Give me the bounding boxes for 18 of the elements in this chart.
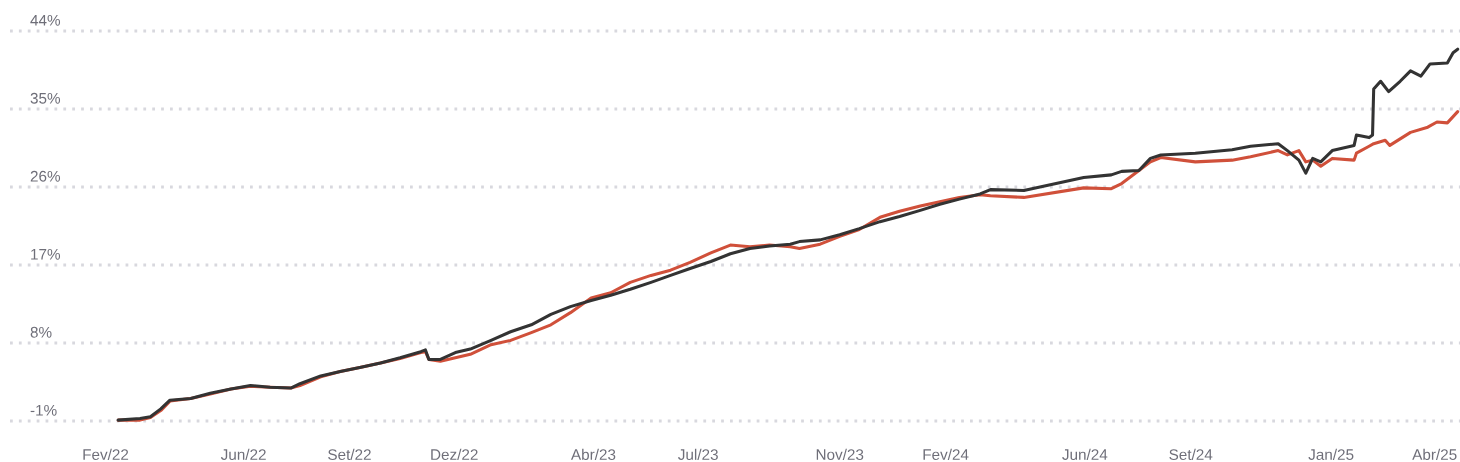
y-tick-label: 8% bbox=[30, 326, 52, 338]
y-tick-label: 44% bbox=[30, 14, 61, 26]
x-tick-label: Jun/22 bbox=[220, 448, 266, 460]
y-tick-label: 26% bbox=[30, 170, 61, 182]
y-tick-label: -1% bbox=[30, 404, 57, 416]
x-tick-label: Abr/25 bbox=[1412, 448, 1457, 460]
x-tick-label: Set/22 bbox=[328, 448, 371, 460]
x-tick-label: Abr/23 bbox=[570, 448, 616, 460]
x-tick-label: Nov/23 bbox=[816, 448, 864, 460]
y-tick-label: 35% bbox=[30, 92, 61, 104]
y-tick-label: 17% bbox=[31, 248, 61, 260]
x-tick-label: Jul/23 bbox=[678, 448, 718, 460]
x-tick-label: Fev/22 bbox=[83, 448, 129, 460]
x-tick-label: Fev/24 bbox=[923, 448, 969, 460]
x-tick-label: Set/24 bbox=[1169, 448, 1213, 460]
x-tick-label: Jun/24 bbox=[1062, 448, 1108, 460]
x-tick-label: Jan/25 bbox=[1308, 448, 1354, 460]
x-tick-label: Dez/22 bbox=[431, 448, 478, 460]
